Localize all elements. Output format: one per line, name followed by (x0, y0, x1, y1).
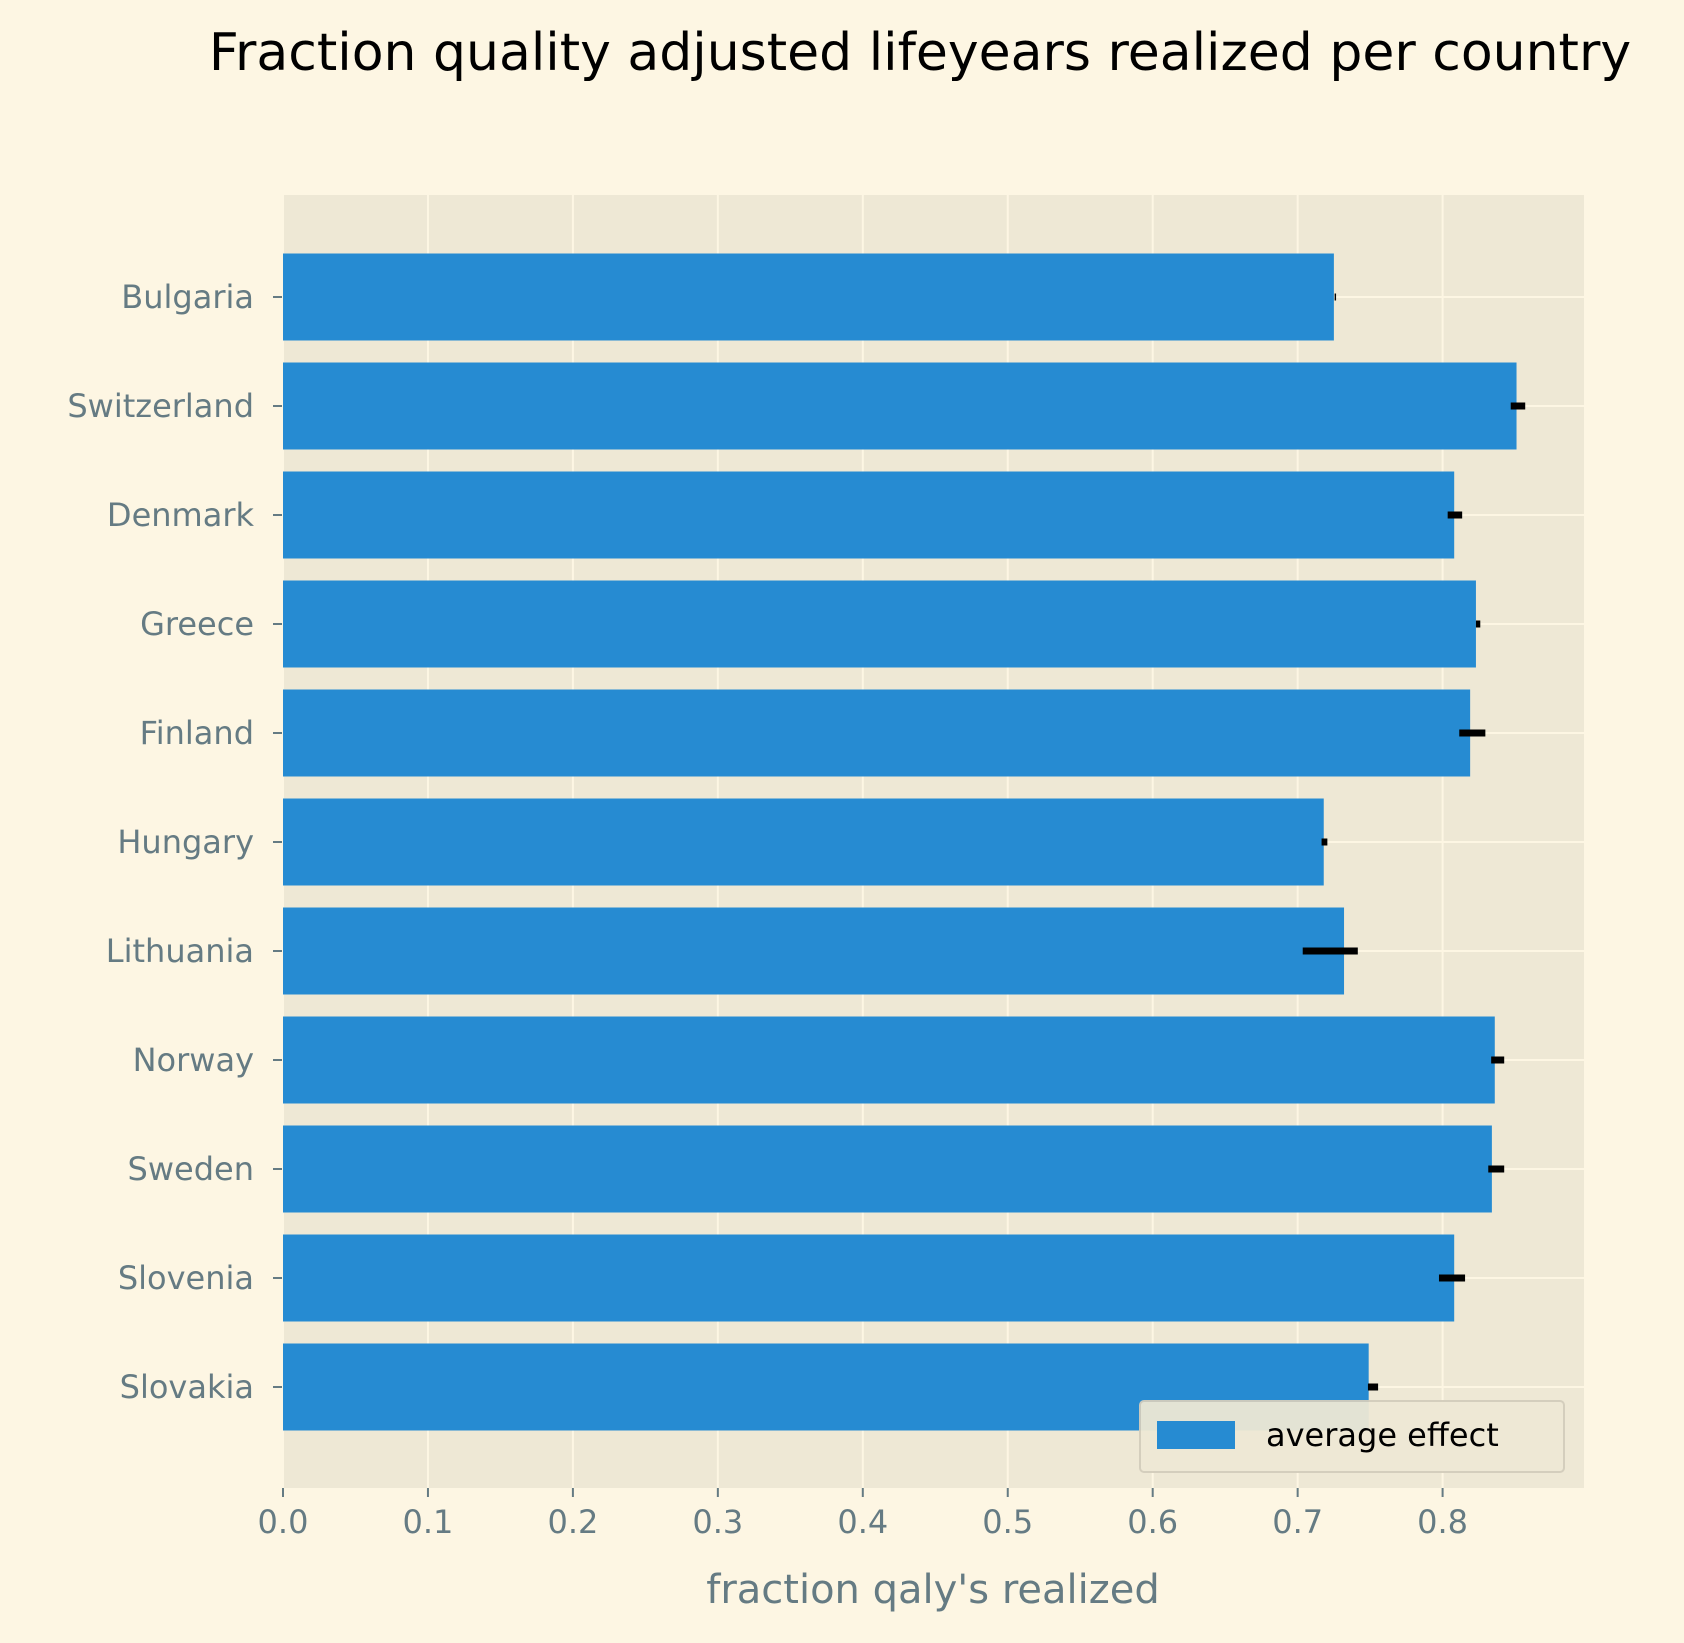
y-tick-label: Switzerland (67, 387, 254, 425)
y-tick-label: Lithuania (106, 932, 254, 970)
y-tick-label: Slovenia (118, 1259, 254, 1297)
x-tick-label: 0.8 (1417, 1503, 1468, 1541)
bar (283, 471, 1455, 559)
y-tick-label: Sweden (128, 1150, 254, 1188)
x-tick-label: 0.2 (547, 1503, 598, 1541)
legend-label: average effect (1266, 1416, 1499, 1454)
error-bars (1302, 293, 1526, 1391)
y-tick-label: Slovakia (120, 1368, 254, 1406)
legend: average effect (1139, 1400, 1565, 1473)
y-tick-label: Finland (140, 714, 254, 752)
y-tick-label: Denmark (107, 496, 255, 534)
y-tick-label: Hungary (117, 823, 254, 861)
bar (283, 798, 1324, 886)
x-tick-label: 0.1 (403, 1503, 454, 1541)
bar (283, 689, 1471, 777)
x-tick-label: 0.3 (692, 1503, 743, 1541)
y-axis: Bulgaria Switzerland Denmark Greece Finland H… (67, 278, 282, 1406)
legend-swatch (1157, 1421, 1235, 1449)
bar (283, 1016, 1495, 1104)
x-tick-label: 0.4 (837, 1503, 888, 1541)
x-axis-label: fraction qaly's realized (706, 1567, 1160, 1613)
legend-box (1139, 1400, 1565, 1473)
x-tick-label: 0.0 (258, 1503, 309, 1541)
x-tick-label: 0.5 (982, 1503, 1033, 1541)
y-tick-label: Greece (140, 605, 254, 643)
chart-title: Fraction quality adjusted lifeyears real… (209, 23, 1631, 83)
x-tick-label: 0.6 (1127, 1503, 1178, 1541)
bars (283, 253, 1517, 1431)
x-axis: 0.0 0.1 0.2 0.3 0.4 0.5 0.6 0.7 0.8 (258, 1488, 1468, 1541)
bar (283, 1125, 1492, 1213)
y-tick-label: Bulgaria (121, 278, 254, 316)
bar (283, 362, 1517, 450)
bar (283, 907, 1345, 995)
bar (283, 253, 1334, 341)
bar (283, 580, 1476, 668)
bar (283, 1234, 1455, 1322)
y-tick-label: Norway (133, 1041, 254, 1079)
x-tick-label: 0.7 (1272, 1503, 1323, 1541)
